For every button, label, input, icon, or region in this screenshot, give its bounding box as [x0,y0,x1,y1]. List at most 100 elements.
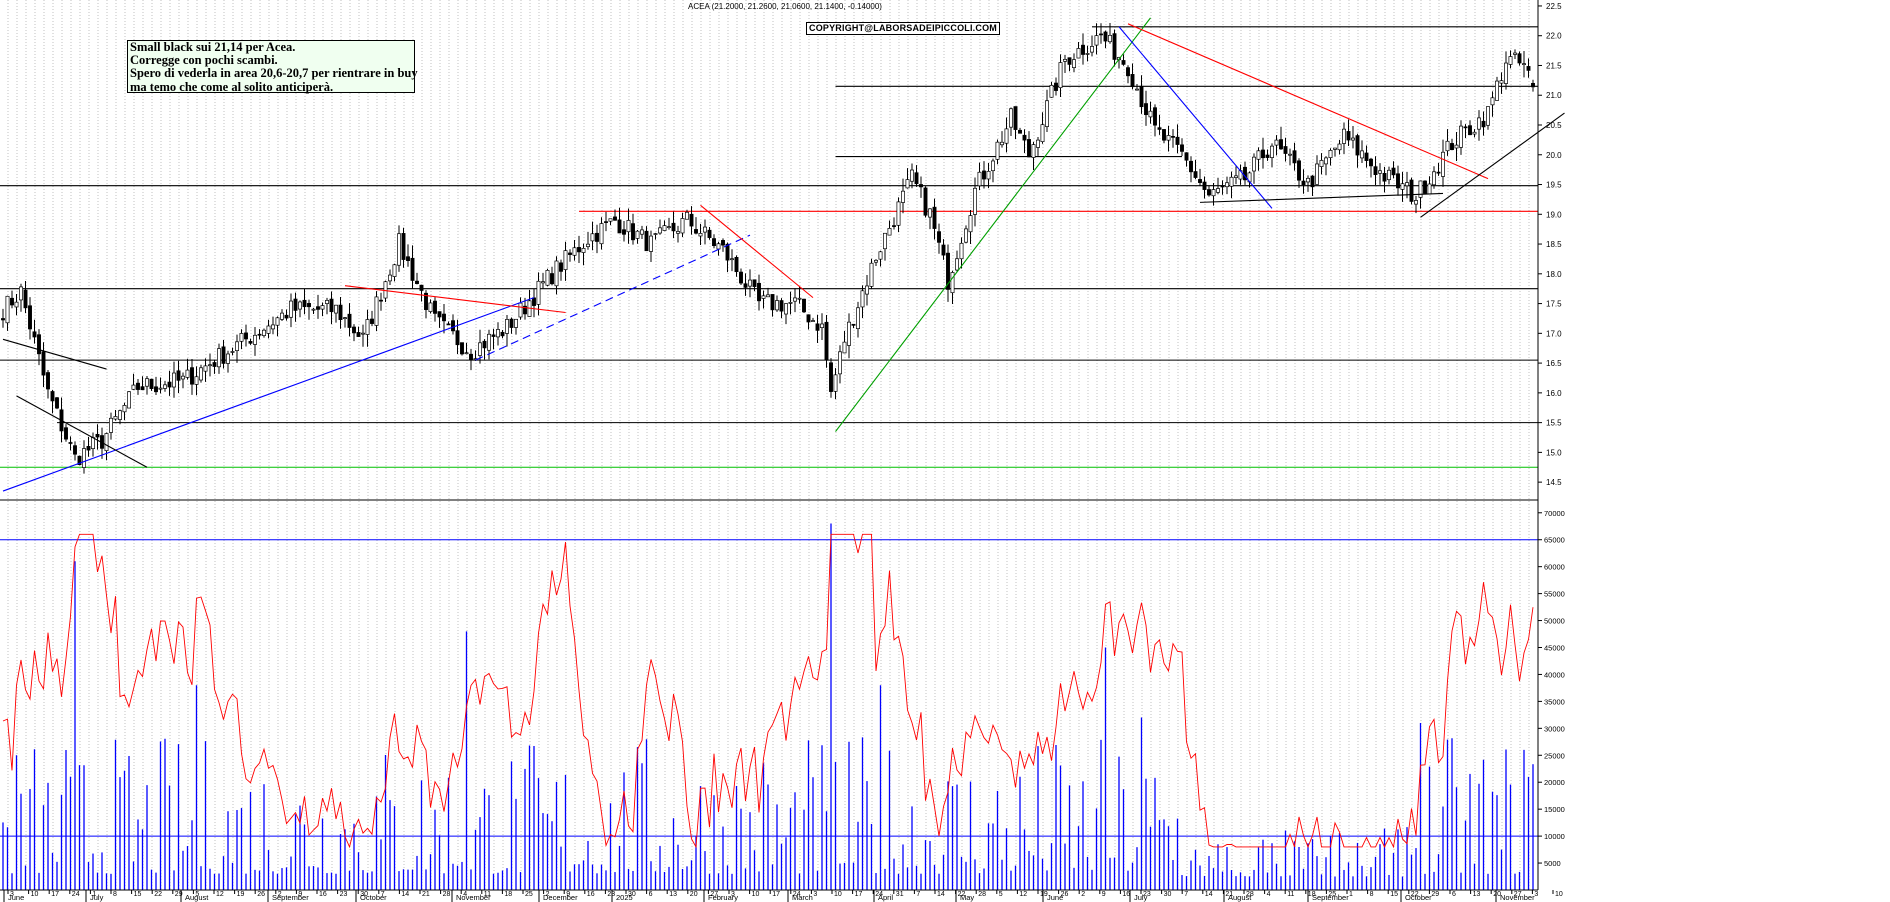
candle-body [568,252,572,255]
month-label: December [543,893,578,902]
date-tick-label: 18 [1308,891,1316,898]
candle-body [766,294,770,298]
candle-body [757,282,761,302]
candle-body [275,317,280,326]
month-label: October [1405,893,1432,902]
candle-body [1153,107,1157,126]
date-tick-label: 23 [1143,891,1151,898]
candle-body [1468,125,1472,136]
candle-body [986,170,991,180]
date-tick-label: 1 [92,891,96,898]
trendline [344,285,566,314]
candle-body [496,329,500,338]
candle-body [1522,63,1526,65]
candle-body [1333,147,1337,150]
price-tick-label: 18.0 [1546,270,1562,279]
candle-body [847,321,851,346]
candle-body [244,332,248,340]
date-tick-label: 27 [1514,891,1522,898]
candle-body [640,229,644,235]
note-line: ma temo che come al solito anticiperà. [130,79,334,94]
trendline [835,17,1151,432]
candle-body [437,311,442,318]
candle-body [545,270,550,286]
candle-body [1211,189,1216,197]
month-label: 2025 [616,893,633,902]
date-tick-label: 28 [443,891,451,898]
candle-body [1400,183,1405,190]
candle-body [1027,139,1031,158]
date-tick-label: 11 [1287,891,1294,898]
price-tick-label: 15.0 [1546,448,1562,457]
date-tick-label: 24 [793,891,801,898]
date-tick-label: 5 [999,891,1003,898]
month-label: August [185,893,209,902]
candle-body [131,384,136,390]
candle-body [293,298,298,311]
candle-body [343,317,347,319]
candle-body [41,351,46,376]
date-tick-label: 22 [958,891,966,898]
candle-body [532,297,536,306]
date-tick-label: 14 [937,891,945,898]
candle-body [860,290,865,308]
candle-body [1319,160,1324,167]
candle-body [1193,171,1198,178]
candle-body [1202,181,1207,190]
candle-body [509,318,514,328]
candle-body [1459,125,1463,148]
candle-body [626,220,631,233]
date-tick-label: 7 [1184,891,1188,898]
candle-body [460,342,464,355]
candle-body [10,297,14,306]
candle-body [1058,62,1063,89]
candle-body [955,258,959,271]
candle-body [968,215,973,233]
date-tick-label: 10 [752,891,760,898]
candle-body [487,333,491,351]
candle-body [806,314,811,323]
candle-body [1445,140,1450,152]
volume-tick-label: 30000 [1544,724,1565,733]
candle-body [1346,131,1351,141]
candle-body [1391,167,1396,176]
date-tick-label: 9 [1102,891,1106,898]
date-tick-label: 2 [1081,891,1085,898]
month-label: June [1047,893,1063,902]
candle-body [608,218,613,222]
volume-tick-label: 50000 [1544,617,1565,626]
date-tick-label: 12 [1019,891,1027,898]
candle-body [181,375,185,380]
date-tick-label: 4 [1267,891,1271,898]
date-tick-label: 17 [51,891,59,898]
candle-body [1009,108,1013,128]
candle-body [158,387,163,390]
candle-body [838,351,842,375]
date-tick-label: 13 [669,891,677,898]
candle-body [653,233,658,235]
candle-body [1036,139,1040,148]
candle-body [523,305,527,315]
candle-body [1162,129,1166,141]
candle-body [725,243,730,261]
candle-body [379,299,383,302]
candle-body [1454,144,1459,149]
candle-body [941,244,946,256]
candle-body [370,318,374,324]
candle-body [199,367,203,381]
date-tick-label: 21 [422,891,430,898]
candle-body [455,330,460,346]
candle-body [104,433,109,452]
trendlines [2,17,1565,492]
candle-body [149,378,154,389]
date-tick-label: 22 [1411,891,1419,898]
date-tick-label: 9 [298,891,302,898]
price-tick-label: 20.0 [1546,151,1562,160]
candle-body [1225,182,1229,188]
candle-body [649,235,653,252]
candle-body [253,334,257,345]
candle-body [505,319,509,334]
date-tick-label: 27 [710,891,718,898]
date-tick-label: 7 [916,891,920,898]
candle-body [1526,66,1531,71]
